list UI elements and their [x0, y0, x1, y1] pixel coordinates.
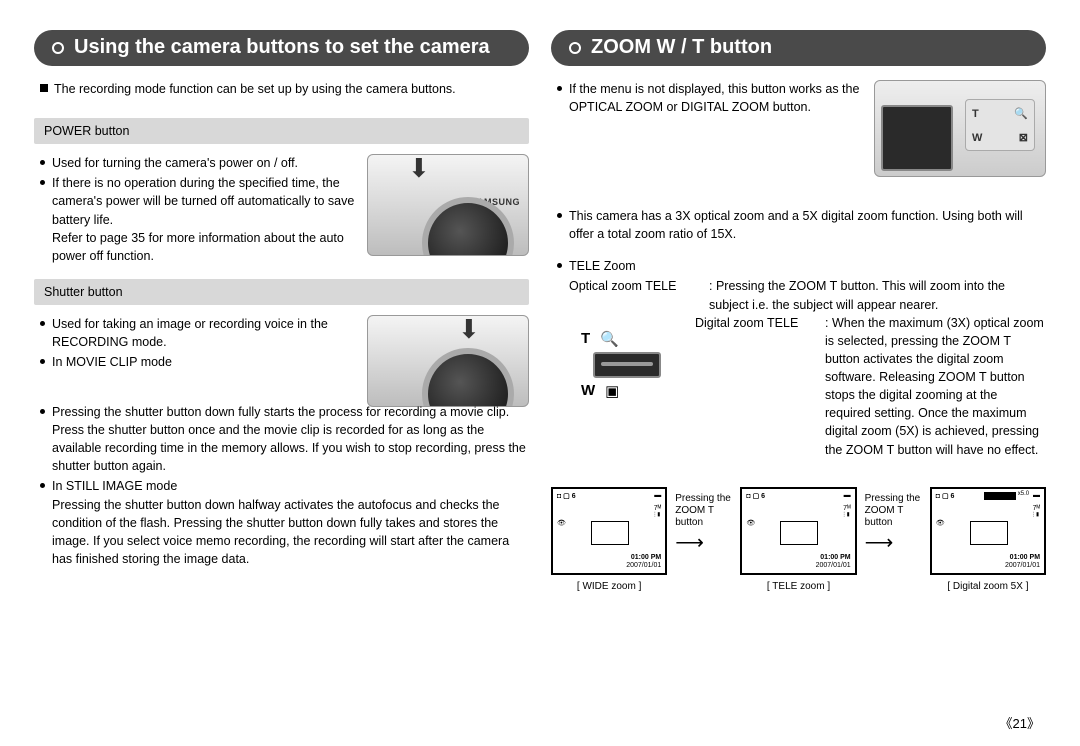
dig-desc: When the maximum (3X) optical zoom is se…: [825, 314, 1046, 459]
right-intro-list: If the menu is not displayed, this butto…: [551, 80, 1046, 116]
arrow-down-icon: ⬇: [408, 154, 430, 184]
arrow-down-icon: ⬇: [458, 315, 480, 345]
shutter-list-bottom: Pressing the shutter button down fully s…: [34, 403, 529, 568]
tele-heading: TELE Zoom: [557, 257, 1046, 275]
banner-right: ZOOM W / T button: [551, 30, 1046, 66]
power-b1: Used for turning the camera's power on /…: [40, 154, 357, 172]
tele-defs: Optical zoom TELE Pressing the ZOOM T bu…: [551, 277, 1046, 458]
arrow-right-icon: ⟶: [865, 531, 922, 555]
shutter-b3-desc: Pressing the shutter button down halfway…: [52, 496, 529, 569]
banner-dot-icon: [52, 42, 64, 54]
camera-top-shutter-image: ⬇: [367, 315, 529, 407]
lcd-tele: ◘ ▢ 6 ▬ 7ᴹ⫶▮ 👁 01:00 PM2007/01/01 [ TELE…: [740, 487, 856, 592]
left-intro: The recording mode function can be set u…: [40, 80, 529, 98]
tele-list: TELE Zoom: [551, 257, 1046, 275]
press-label-1: Pressing the ZOOM T button ⟶: [675, 487, 732, 555]
eye-icon: 👁: [746, 519, 755, 527]
banner-dot-icon: [569, 42, 581, 54]
shutter-heading: Shutter button: [34, 279, 529, 305]
shutter-b3: In STILL IMAGE mode Pressing the shutter…: [40, 477, 529, 568]
banner-left: Using the camera buttons to set the came…: [34, 30, 529, 66]
af-frame-icon: [780, 521, 818, 545]
cap-tele: [ TELE zoom ]: [740, 581, 856, 592]
cap-wide: [ WIDE zoom ]: [551, 581, 667, 592]
grid-icon: ⊠: [1019, 126, 1028, 150]
spec: This camera has a 3X optical zoom and a …: [557, 207, 1046, 243]
page-number: 21: [1000, 713, 1041, 732]
zoom-bar-indicator: [984, 492, 1016, 500]
eye-icon: 👁: [936, 519, 945, 527]
power-list: Used for turning the camera's power on /…: [34, 154, 357, 267]
dig-term: Digital zoom TELE: [695, 314, 825, 459]
opt-term: Optical zoom TELE: [569, 277, 709, 313]
camera-top-power-image: ⬇ SAMSUNG: [367, 154, 529, 256]
opt-desc: Pressing the ZOOM T button. This will zo…: [709, 277, 1046, 313]
af-frame-icon: [970, 521, 1008, 545]
zoom-screens: ◘ ▢ 6 ▬ 7ᴹ⫶▮ 👁 01:00 PM2007/01/01 [ WIDE…: [551, 487, 1046, 592]
shutter-b2: In MOVIE CLIP mode: [40, 353, 357, 371]
spec-list: This camera has a 3X optical zoom and a …: [551, 207, 1046, 243]
zoom-widget: T🔍 W▣: [581, 326, 671, 404]
press-label-2: Pressing the ZOOM T button ⟶: [865, 487, 922, 555]
banner-left-text: Using the camera buttons to set the came…: [74, 36, 490, 58]
eye-icon: 👁: [557, 519, 566, 527]
shutter-b2-desc: Pressing the shutter button down fully s…: [52, 403, 529, 476]
grid-icon: ▣: [605, 382, 619, 400]
banner-right-text: ZOOM W / T button: [591, 36, 772, 58]
zoom-bar-icon: [593, 352, 661, 378]
power-heading: POWER button: [34, 118, 529, 144]
right-column: ZOOM W / T button T🔍 W⊠ If the menu is n…: [551, 30, 1046, 592]
lcd-wide: ◘ ▢ 6 ▬ 7ᴹ⫶▮ 👁 01:00 PM2007/01/01 [ WIDE…: [551, 487, 667, 592]
arrow-right-icon: ⟶: [675, 531, 732, 555]
power-b2-cont: Refer to page 35 for more information ab…: [52, 229, 357, 265]
right-intro: If the menu is not displayed, this butto…: [557, 80, 1046, 116]
af-frame-icon: [591, 521, 629, 545]
camera-lens-icon: [422, 348, 514, 407]
left-column: Using the camera buttons to set the came…: [34, 30, 529, 592]
lcd-digital: ◘ ▢ 6 x5.0 ▬ 7ᴹ⫶▮ 👁 01:00 PM2007/01/01 […: [930, 487, 1046, 592]
power-b2: If there is no operation during the spec…: [40, 174, 357, 265]
shutter-list-top: Used for taking an image or recording vo…: [34, 315, 357, 373]
magnify-icon: 🔍: [600, 330, 619, 348]
shutter-b1: Used for taking an image or recording vo…: [40, 315, 357, 351]
cap-digital: [ Digital zoom 5X ]: [930, 581, 1046, 592]
